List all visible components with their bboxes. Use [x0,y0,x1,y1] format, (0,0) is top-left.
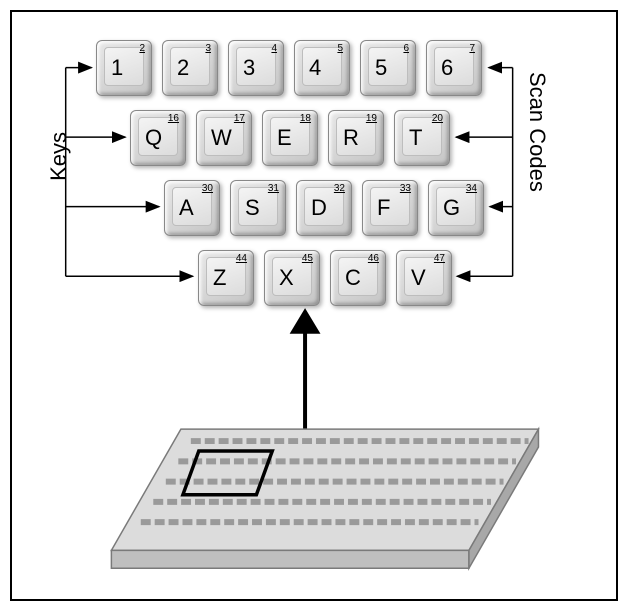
key-scan-code: 17 [234,113,245,124]
key-scan-code: 7 [469,43,475,54]
key: Z 44 [198,250,254,306]
key-main-label: 4 [309,55,321,81]
key-main-label: G [443,195,460,221]
key-main-label: C [345,265,361,291]
key-scan-code: 20 [432,113,443,124]
key: C 46 [330,250,386,306]
key-scan-code: 3 [205,43,211,54]
key-main-label: E [277,125,292,151]
key-row: Q 16 W17 E 18 R 19 T 20 [130,110,450,166]
key-scan-code: 19 [366,113,377,124]
key: 23 [162,40,218,96]
key: D 32 [296,180,352,236]
key-row: 122334455667 [96,40,482,96]
key-main-label: 1 [111,55,123,81]
key-scan-code: 16 [168,113,179,124]
key-scan-code: 6 [403,43,409,54]
key: 67 [426,40,482,96]
key-scan-code: 32 [334,183,345,194]
key: F 33 [362,180,418,236]
key-scan-code: 45 [302,253,313,264]
key: W17 [196,110,252,166]
key-main-label: D [311,195,327,221]
key-scan-code: 47 [434,253,445,264]
key-main-label: 6 [441,55,453,81]
key: Q 16 [130,110,186,166]
key-scan-code: 33 [400,183,411,194]
key: G 34 [428,180,484,236]
key-scan-code: 31 [268,183,279,194]
key: X 45 [264,250,320,306]
key-scan-code: 30 [202,183,213,194]
key-main-label: V [411,265,426,291]
key: S 31 [230,180,286,236]
key-main-label: 2 [177,55,189,81]
key-row: Z 44 X 45 C 46 V 47 [198,250,452,306]
key-main-label: S [245,195,260,221]
keys-label: Keys [46,132,72,181]
key-main-label: A [179,195,194,221]
key: 12 [96,40,152,96]
key-main-label: Z [213,265,226,291]
key-main-label: W [211,125,232,151]
key-main-label: 5 [375,55,387,81]
key-row: A 30 S 31 D 32 F 33 G 34 [164,180,484,236]
key-main-label: R [343,125,359,151]
key: 34 [228,40,284,96]
key-scan-code: 5 [337,43,343,54]
key-scan-code: 18 [300,113,311,124]
key: E 18 [262,110,318,166]
key-scan-code: 44 [236,253,247,264]
key: T 20 [394,110,450,166]
key-main-label: X [279,265,294,291]
key-main-label: 3 [243,55,255,81]
key-main-label: F [377,195,390,221]
key: V 47 [396,250,452,306]
diagram-frame: Keys Scan Codes 122334455667Q16W17E18R19… [10,10,618,601]
key-scan-code: 2 [139,43,145,54]
key-main-label: Q [145,125,162,151]
key: A 30 [164,180,220,236]
key: 45 [294,40,350,96]
key-scan-code: 34 [466,183,477,194]
key: 56 [360,40,416,96]
key: R 19 [328,110,384,166]
scancodes-label: Scan Codes [524,72,550,192]
key-scan-code: 46 [368,253,379,264]
key-scan-code: 4 [271,43,277,54]
key-main-label: T [409,125,422,151]
